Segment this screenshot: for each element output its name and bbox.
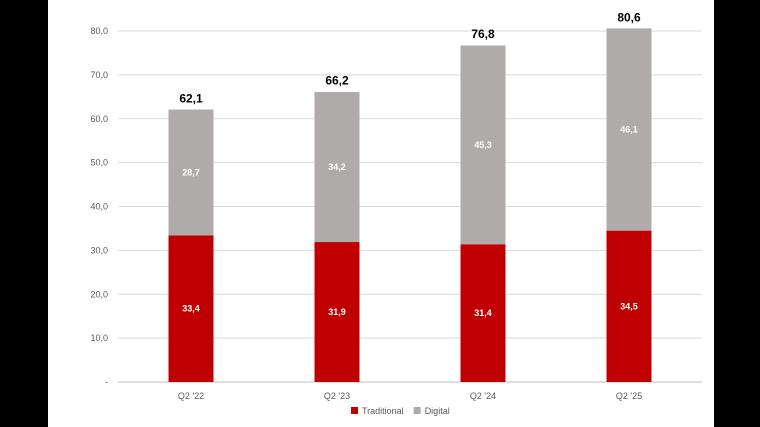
y-tick-label: 60,0	[90, 114, 108, 124]
x-tick-label: Q2 '23	[324, 391, 350, 401]
bar-segment-traditional	[314, 242, 360, 382]
bar-segment-digital	[314, 91, 360, 243]
y-tick-label: 20,0	[90, 289, 108, 299]
data-label: 45,3	[474, 140, 492, 150]
x-axis: Q2 '22 Q2 '23 Q2 '24 Q2 '25	[178, 391, 642, 401]
bar-segment-traditional	[460, 244, 506, 382]
x-tick-label: Q2 '25	[616, 391, 642, 401]
data-label: 46,1	[620, 124, 638, 134]
y-tick-label: -	[105, 377, 108, 387]
stacked-bar-chart: - 10,0 20,0 30,0 40,0 50,0 60,0 70,0 80,0 33,4 28…	[90, 10, 702, 416]
x-tick-label: Q2 '24	[470, 391, 496, 401]
data-label: 31,9	[328, 307, 346, 317]
y-tick-label: 50,0	[90, 158, 108, 168]
y-tick-label: 70,0	[90, 70, 108, 80]
y-tick-label: 80,0	[90, 26, 108, 36]
data-label: 34,5	[620, 301, 638, 311]
data-label: 34,2	[328, 162, 346, 172]
total-label: 66,2	[325, 74, 349, 88]
y-tick-label: 10,0	[90, 333, 108, 343]
legend-swatch	[351, 407, 358, 414]
legend-label: Digital	[425, 406, 450, 416]
bar-segment-digital	[606, 28, 652, 231]
legend-swatch	[413, 407, 421, 414]
y-tick-label: 30,0	[90, 245, 108, 255]
y-axis: - 10,0 20,0 30,0 40,0 50,0 60,0 70,0 80,0	[90, 26, 108, 387]
bar-segment-digital	[460, 45, 506, 245]
total-label: 80,6	[617, 10, 641, 24]
bar-segment-traditional	[168, 235, 214, 382]
bar-segment-digital	[168, 109, 214, 236]
gridlines	[118, 30, 702, 383]
data-label: 33,4	[182, 304, 200, 314]
total-label: 76,8	[471, 27, 495, 41]
chart-panel: - 10,0 20,0 30,0 40,0 50,0 60,0 70,0 80,0 33,4 28…	[48, 0, 714, 427]
bar-segment-traditional	[606, 230, 652, 382]
legend: Traditional Digital	[351, 406, 450, 416]
bars: 33,4 28,7 62,1 31,9 34,2 66,2 31,4 45,3 76,8 34,5…	[168, 10, 652, 382]
data-label: 31,4	[474, 308, 492, 318]
legend-label: Traditional	[362, 406, 404, 416]
total-label: 62,1	[179, 92, 203, 106]
x-tick-label: Q2 '22	[178, 391, 204, 401]
y-tick-label: 40,0	[90, 202, 108, 212]
data-label: 28,7	[182, 167, 200, 177]
